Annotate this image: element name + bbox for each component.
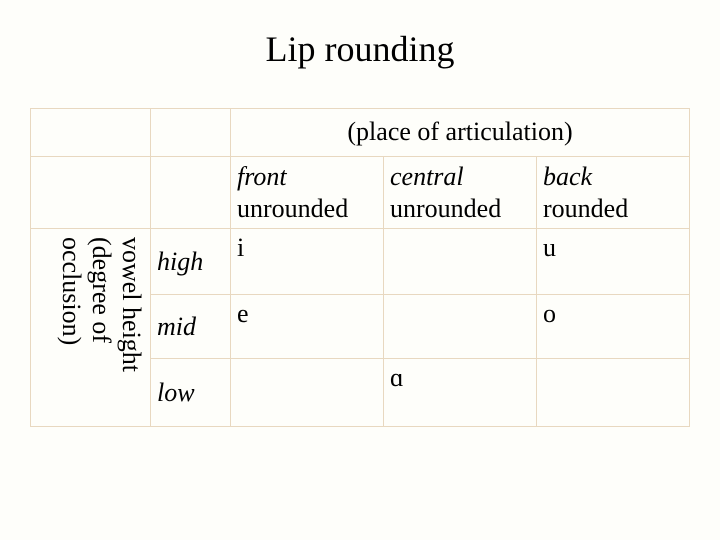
- cell-mid-front: e: [231, 295, 384, 359]
- vowel-table: (place of articulation) front unrounded …: [30, 108, 690, 427]
- blank-left-1: [31, 157, 151, 229]
- col-header-front: front unrounded: [231, 157, 384, 229]
- corner-blank-1: [31, 109, 151, 157]
- corner-blank-2: [151, 109, 231, 157]
- cell-low-front: [231, 359, 384, 427]
- row-label-mid: mid: [151, 295, 231, 359]
- vowel-height-label: vowel height (degree of occlusion): [31, 229, 151, 427]
- col-pos-front: front: [237, 162, 287, 191]
- cell-low-central: ɑ: [384, 359, 537, 427]
- blank-left-2: [151, 157, 231, 229]
- cell-high-central: [384, 229, 537, 295]
- place-of-articulation-header: (place of articulation): [231, 109, 690, 157]
- page-title: Lip rounding: [0, 0, 720, 94]
- cell-high-front: i: [231, 229, 384, 295]
- col-round-front: unrounded: [237, 194, 348, 223]
- row-label-high: high: [151, 229, 231, 295]
- row-label-low: low: [151, 359, 231, 427]
- col-round-back: rounded: [543, 194, 628, 223]
- cell-mid-back: o: [537, 295, 690, 359]
- cell-high-back: u: [537, 229, 690, 295]
- col-header-central: central unrounded: [384, 157, 537, 229]
- col-pos-central: central: [390, 162, 464, 191]
- col-round-central: unrounded: [390, 194, 501, 223]
- cell-mid-central: [384, 295, 537, 359]
- col-pos-back: back: [543, 162, 592, 191]
- col-header-back: back rounded: [537, 157, 690, 229]
- cell-low-back: [537, 359, 690, 427]
